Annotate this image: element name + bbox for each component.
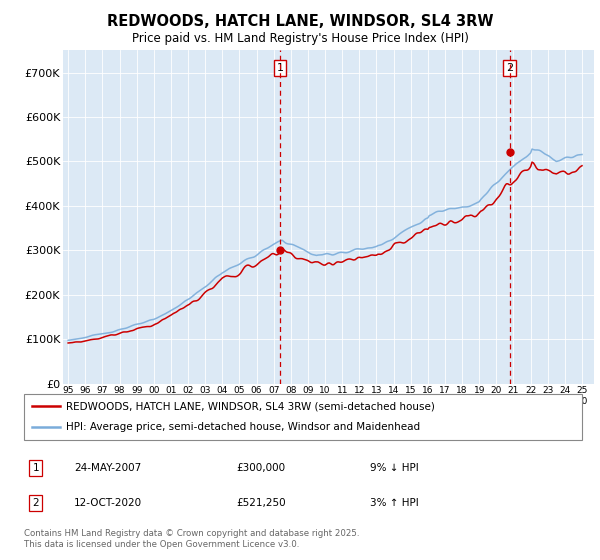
Text: 24-MAY-2007: 24-MAY-2007 (74, 463, 142, 473)
Text: £300,000: £300,000 (236, 463, 285, 473)
Text: 2: 2 (506, 63, 513, 73)
Text: Contains HM Land Registry data © Crown copyright and database right 2025.
This d: Contains HM Land Registry data © Crown c… (24, 529, 359, 549)
Text: 9% ↓ HPI: 9% ↓ HPI (370, 463, 419, 473)
Text: 1: 1 (277, 63, 284, 73)
Text: 3% ↑ HPI: 3% ↑ HPI (370, 498, 419, 507)
Text: REDWOODS, HATCH LANE, WINDSOR, SL4 3RW: REDWOODS, HATCH LANE, WINDSOR, SL4 3RW (107, 14, 493, 29)
Text: 2: 2 (32, 498, 39, 507)
Text: £521,250: £521,250 (236, 498, 286, 507)
Text: 12-OCT-2020: 12-OCT-2020 (74, 498, 142, 507)
Text: 1: 1 (32, 463, 39, 473)
FancyBboxPatch shape (24, 394, 582, 440)
Text: HPI: Average price, semi-detached house, Windsor and Maidenhead: HPI: Average price, semi-detached house,… (66, 422, 420, 432)
Text: Price paid vs. HM Land Registry's House Price Index (HPI): Price paid vs. HM Land Registry's House … (131, 32, 469, 45)
Text: REDWOODS, HATCH LANE, WINDSOR, SL4 3RW (semi-detached house): REDWOODS, HATCH LANE, WINDSOR, SL4 3RW (… (66, 401, 435, 411)
